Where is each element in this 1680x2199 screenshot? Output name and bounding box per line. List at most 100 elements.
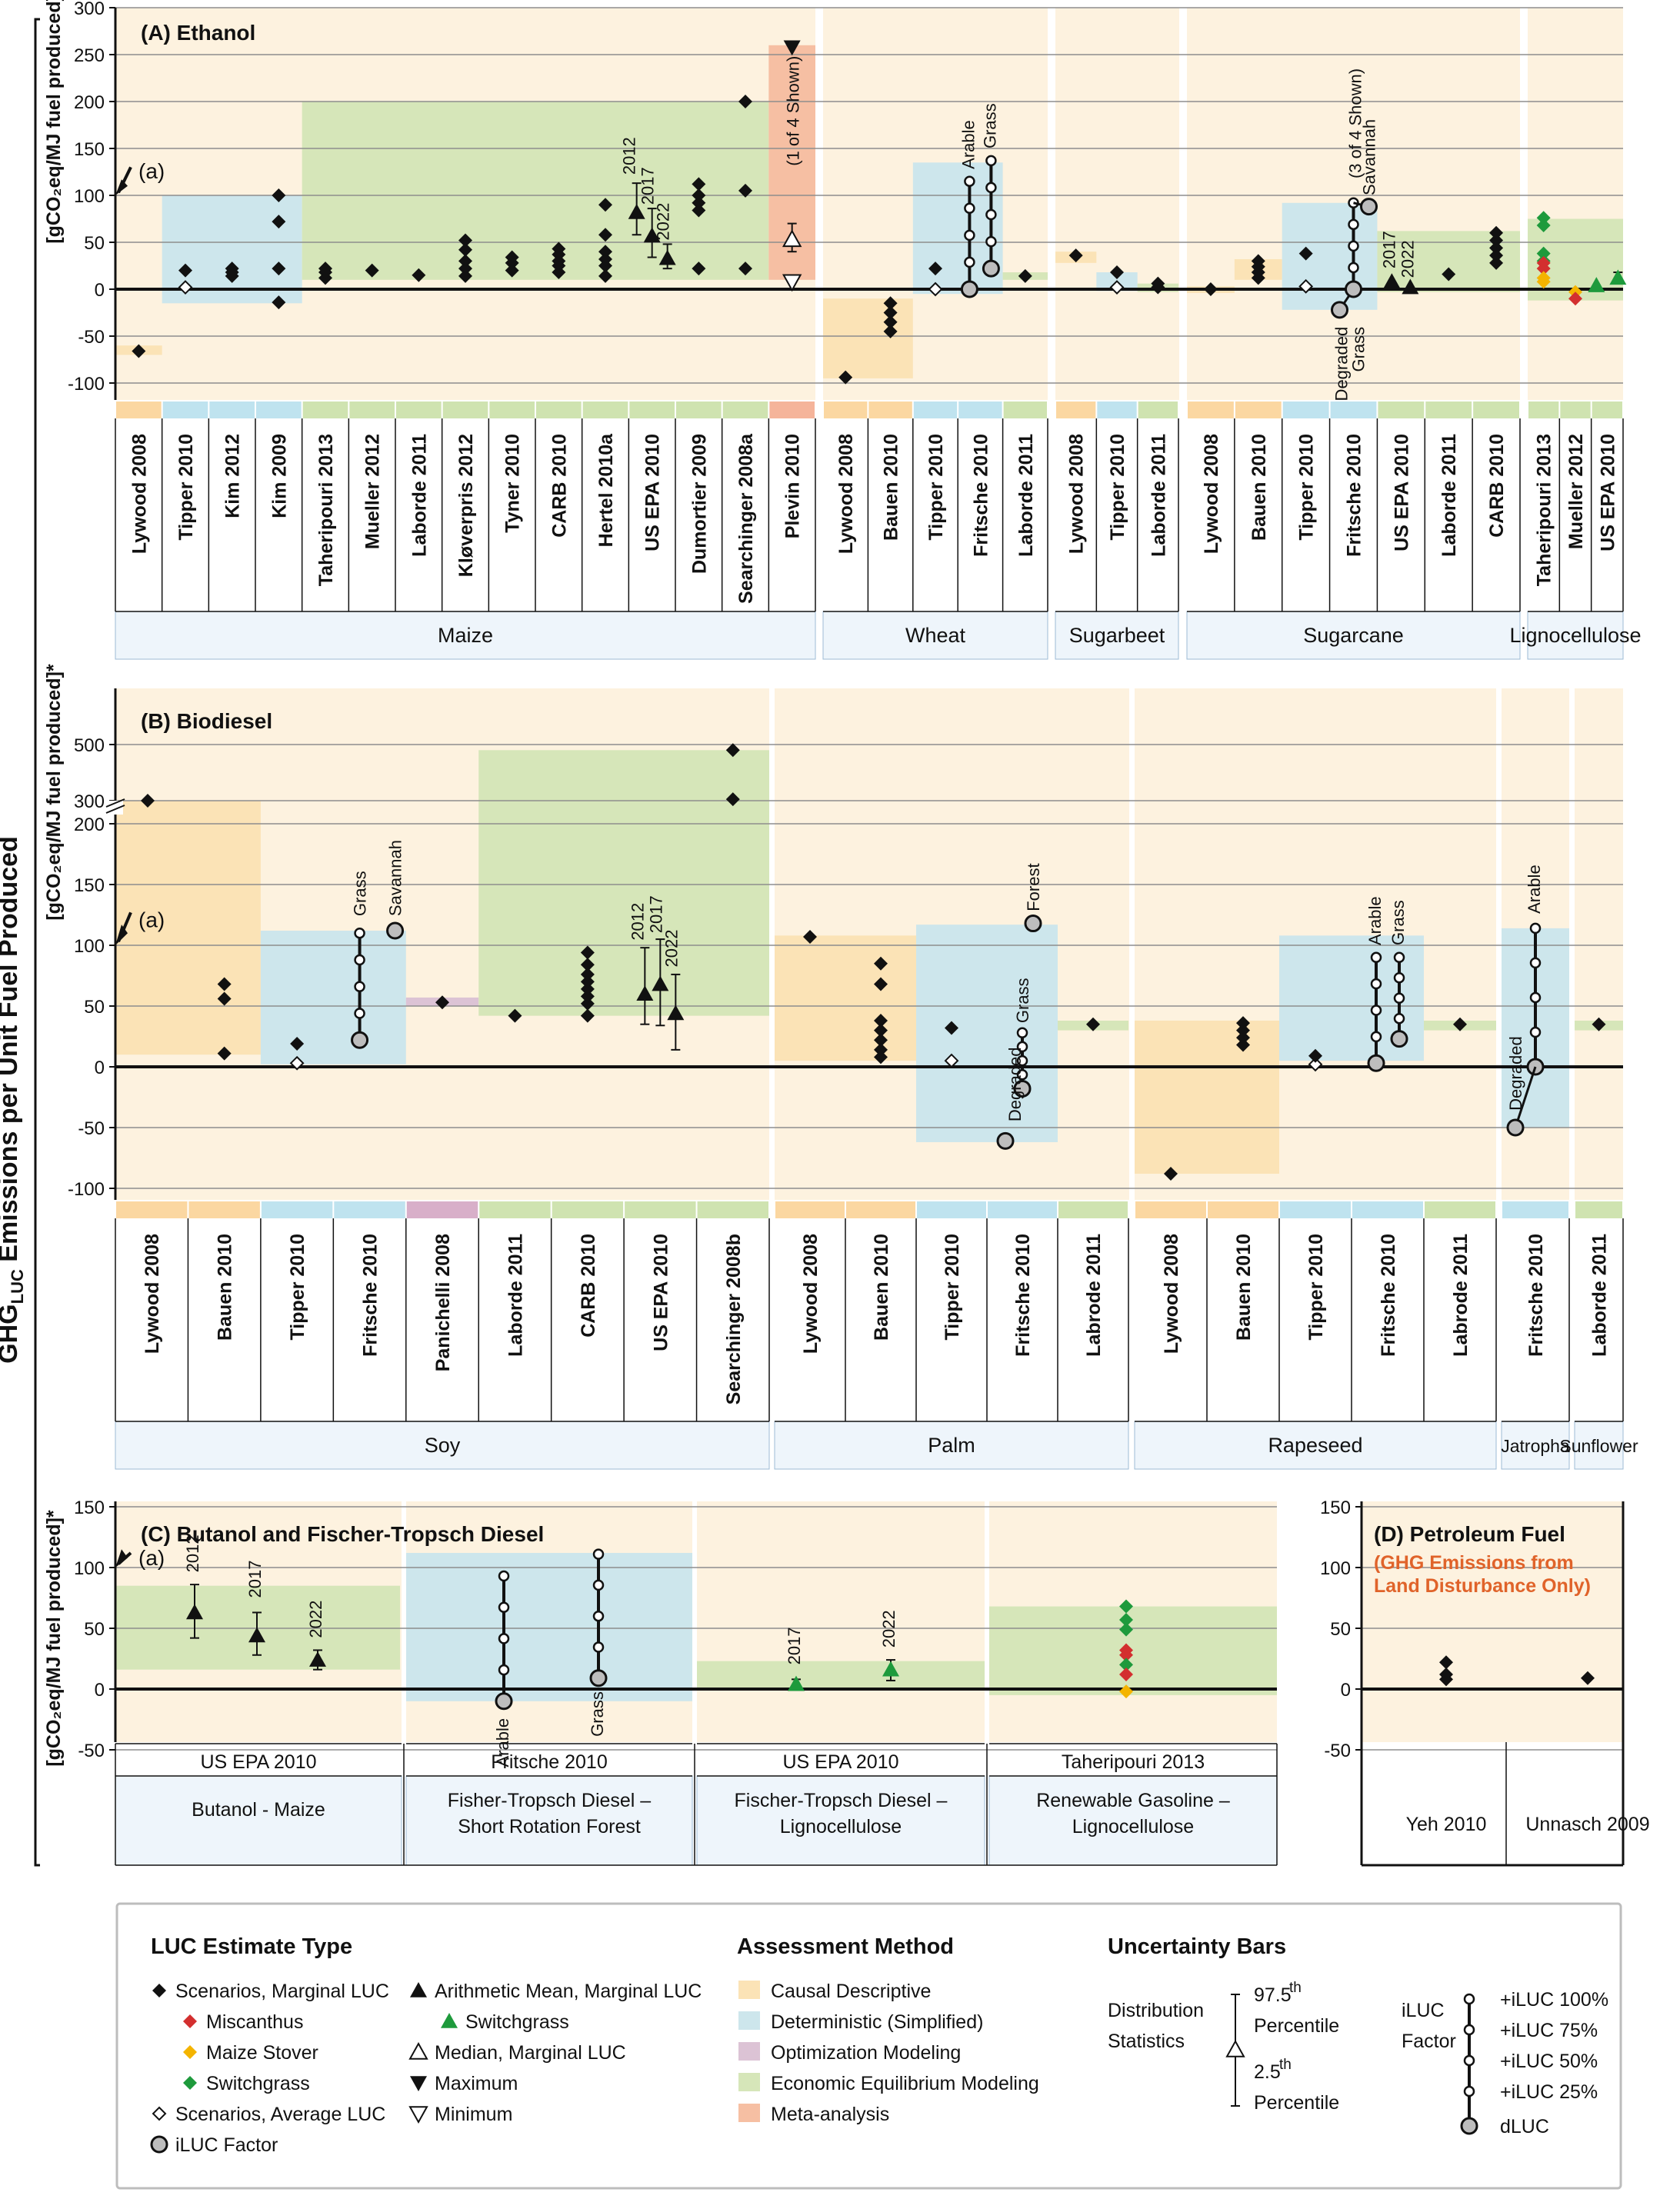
panel-background [1362,1501,1623,1742]
diamond-marker [874,956,888,971]
y-tick-label: 500 [74,735,105,756]
diamond-marker [1203,282,1218,296]
study-label: Laborde 2011 [1589,1234,1611,1357]
iluc-step-marker [498,1664,510,1676]
group-label: Sugarcane [1303,624,1404,647]
study-label: Yeh 2010 [1406,1814,1487,1835]
diamond-marker [738,183,752,198]
study-label: Tipper 2010 [287,1234,308,1341]
study-label: US EPA 2010 [650,1234,672,1351]
method-stripe [1425,401,1472,418]
diamond-marker [883,315,898,329]
annotation-label: Arable [958,120,978,169]
diamond-marker [178,263,192,278]
diamond-marker [458,242,472,257]
iluc-step-marker [985,155,997,167]
panel-title: (A) Ethanol [141,21,255,45]
method-stripe [479,1201,551,1218]
diamond-marker [692,195,706,210]
arrowhead [115,1549,128,1568]
study-label: Fritsche 2010 [1525,1234,1547,1357]
legend-item: Maximum [435,2073,518,2094]
y-axis-title: GHGLUC Emissions per Unit Fuel Produced [0,836,27,1364]
diamond-marker [505,250,519,265]
diamond-marker [1164,1167,1178,1181]
diamond-marker [883,324,898,338]
study-label: CARB 2010 [1486,434,1508,538]
diamond-marker [945,1021,958,1035]
legend-item: Percentile [1254,2015,1339,2037]
method-stripe [958,401,1002,418]
axis-break [105,798,125,808]
group-label: Lignocellulose [1509,624,1641,647]
method-stripe [868,401,912,418]
diamond-marker [1236,1016,1250,1031]
study-label: Fritsche 2010 [360,1234,382,1357]
method-stripe [349,401,395,418]
legend-item: Optimization Modeling [771,2042,961,2064]
y-tick-label: 100 [74,936,105,957]
diamond-marker [1439,1655,1453,1670]
study-label: Kløverpris 2012 [455,434,477,577]
study-label: Fritsche 2010 [491,1751,607,1773]
iluc-step-marker [1529,922,1542,935]
legend-iluc-marker [150,2135,168,2154]
diamond-marker [1489,233,1504,248]
legend-swatch [738,2104,760,2122]
legend-diamond-marker [152,1984,166,1997]
group-label: Short Rotation Forest [458,1816,641,1837]
iluc-step-marker [1370,1031,1382,1043]
legend-item: Switchgrass [465,2011,569,2033]
triangle-marker [309,1651,326,1667]
study-label: Tipper 2010 [1305,1234,1327,1341]
miscanthus-marker [1119,1648,1133,1662]
study-label: Lywood 2008 [142,1234,163,1354]
iluc-step-marker [964,202,975,215]
panel-title: (B) Biodiesel [141,709,272,733]
dluc-marker [1331,301,1348,319]
group-label: Maize [438,624,493,647]
method-stripe [1330,401,1377,418]
method-stripe [116,401,162,418]
year-label: 2012 [183,1534,202,1572]
study-label: Tipper 2010 [942,1234,963,1341]
switchgrass-triangle-marker [882,1661,899,1677]
year-label: 2017 [646,895,665,933]
group-label: Wheat [905,624,966,647]
legend-item: Percentile [1254,2092,1339,2114]
diamond-marker [412,268,426,282]
study-label: Labrode 2011 [1450,1234,1472,1357]
study-label: Bauen 2010 [215,1234,236,1341]
avg-diamond-marker [944,1053,959,1068]
group-label-cell [1527,611,1624,660]
study-label: Taheripouri 2013 [1534,434,1555,586]
study-label: CARB 2010 [578,1234,599,1338]
study-label: Fritsche 2010 [970,434,992,557]
dluc-marker [960,280,978,298]
study-label: US EPA 2010 [1391,434,1412,551]
annotation-label: Arable [493,1718,512,1768]
maize-stover-marker [1536,275,1551,289]
diamond-marker [1489,248,1504,263]
study-label: Hertel 2010a [595,433,617,547]
diamond-marker [290,1036,305,1051]
arrow-label: (a) [138,1546,165,1570]
study-label: Tyner 2010 [502,434,524,533]
method-stripe [1235,401,1282,418]
avg-diamond-marker [1298,278,1314,294]
method-range-box [1135,1020,1279,1174]
median-triangle-marker [782,229,802,248]
diamond-marker [508,1008,522,1023]
diamond-marker [458,268,472,283]
method-stripe [442,401,488,418]
diamond-marker [1151,276,1165,291]
axis-break [105,805,125,814]
method-stripe [676,401,722,418]
arrow-label: (a) [138,159,165,183]
diamond-marker [725,792,740,807]
iluc-step-marker [498,1601,510,1613]
method-stripe [1138,401,1178,418]
y-tick-label: -100 [68,1179,105,1200]
method-stripe [769,401,815,418]
legend-swatch [738,2011,760,2030]
